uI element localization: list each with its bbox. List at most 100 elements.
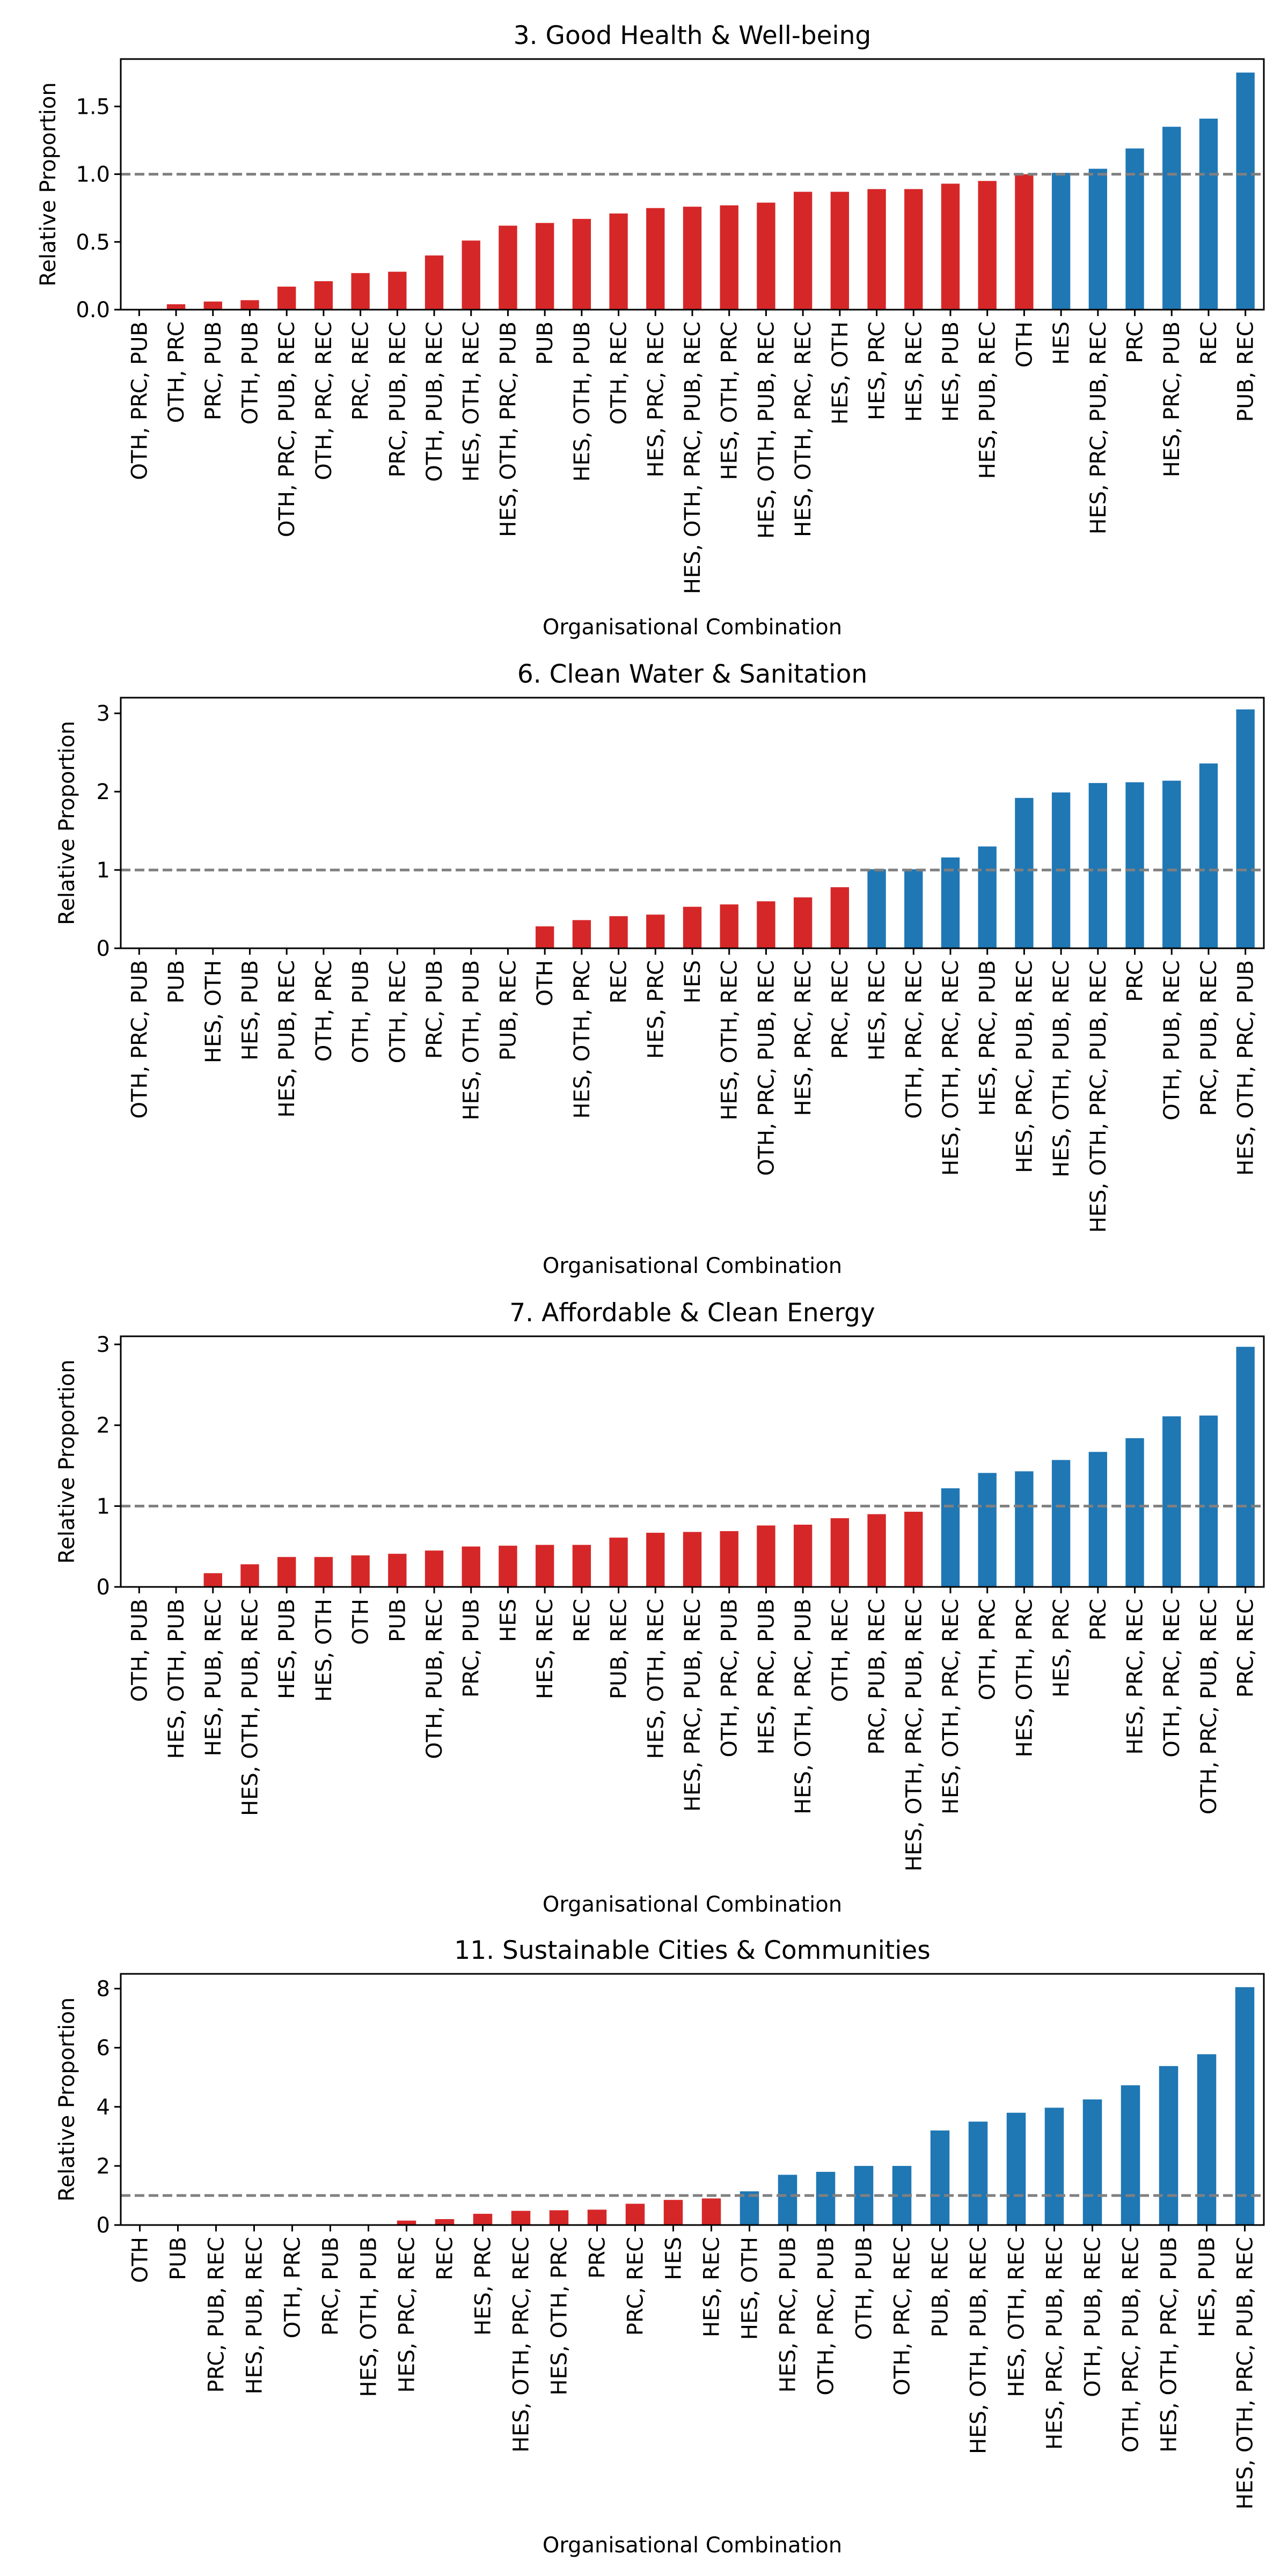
bar <box>240 300 259 310</box>
bar <box>166 304 186 310</box>
bar <box>757 1525 775 1587</box>
x-tick-label: HES, OTH, PUB <box>570 321 595 481</box>
y-tick-label: 8 <box>97 1977 110 2002</box>
y-tick-label: 0 <box>97 1575 110 1600</box>
x-tick-label: OTH, PRC <box>281 2237 305 2338</box>
x-tick-label: HES, PUB, REC <box>201 1599 226 1756</box>
bar <box>1125 1438 1144 1587</box>
bar <box>535 1545 554 1587</box>
bar <box>793 192 813 310</box>
x-tick-label: PRC <box>1123 960 1148 1002</box>
bar <box>1044 2107 1064 2225</box>
bar <box>904 189 923 310</box>
x-tick-label: HES, PUB <box>1195 2237 1220 2337</box>
x-tick-label: PUB <box>533 321 558 365</box>
bar <box>572 920 591 948</box>
x-tick-label: HES <box>496 1599 521 1642</box>
x-tick-label: HES, OTH, PUB <box>164 1599 189 1759</box>
bar <box>499 225 517 310</box>
x-tick-label: OTH <box>1012 321 1037 368</box>
x-axis-label: Organisational Combination <box>543 2533 842 2558</box>
x-tick-label: HES, PUB, REC <box>243 2237 267 2394</box>
x-tick-label: PRC, PUB, REC <box>204 2237 229 2393</box>
bar <box>388 1554 407 1587</box>
chart-panel-2: 6. Clean Water & Sanitation 0 1 2 3 OTH, PRC,… <box>55 660 1265 1278</box>
x-tick-label: HES, OTH, PRC, REC <box>939 960 963 1176</box>
bar <box>609 213 628 310</box>
bar <box>701 2198 721 2225</box>
bar <box>793 1525 813 1587</box>
bar <box>388 272 407 310</box>
bar <box>572 1545 591 1587</box>
x-tick-label: HES, PRC, REC <box>395 2237 420 2392</box>
x-tick-label: OTH <box>128 2237 153 2283</box>
x-tick-label: HES, PRC, PUB, REC <box>1012 960 1037 1173</box>
x-tick-label: HES, PRC <box>865 321 890 420</box>
x-tick-label: OTH <box>349 1599 374 1645</box>
bar <box>314 281 333 310</box>
x-tick-label: OTH, REC <box>828 1599 853 1702</box>
bar <box>1236 1346 1255 1587</box>
bar <box>609 1538 628 1587</box>
x-tick-label: OTH, REC <box>385 960 410 1063</box>
y-tick-label: 0 <box>97 936 110 961</box>
x-tick-label: REC <box>607 960 632 1004</box>
bar <box>1197 2054 1217 2225</box>
chart-title: 7. Affordable & Clean Energy <box>509 1298 875 1328</box>
bar <box>535 223 554 310</box>
bar <box>978 181 997 310</box>
bar <box>1015 174 1034 310</box>
bar <box>1088 1452 1107 1587</box>
x-tick-label: HES, OTH, PRC, PUB, REC <box>680 321 705 594</box>
x-tick-label: HES, REC <box>700 2237 724 2337</box>
x-tick-label: HES, PRC, PUB, REC <box>1086 321 1111 535</box>
y-tick-label: 1 <box>97 858 110 883</box>
x-tick-label: HES, PUB, REC <box>976 321 1000 479</box>
bar <box>1015 797 1034 948</box>
bar <box>277 1557 296 1587</box>
x-tick-label: HES, OTH, PRC, REC <box>509 2237 534 2453</box>
bar <box>625 2204 645 2225</box>
x-tick-label: OTH, PRC, REC <box>312 321 336 480</box>
bar <box>867 1514 886 1587</box>
x-tick-label: OTH, PRC, PUB, REC <box>754 960 779 1176</box>
x-tick-label: OTH, PUB <box>349 960 374 1063</box>
chart-title: 3. Good Health & Well-being <box>514 21 872 50</box>
bar <box>978 846 997 948</box>
bar <box>435 2219 455 2225</box>
bar <box>830 1518 850 1587</box>
bar <box>1199 119 1218 310</box>
x-tick-label: HES, PRC, REC <box>643 321 668 477</box>
bar <box>314 1557 333 1587</box>
chart-panel-3: 7. Affordable & Clean Energy 0 1 2 3 OTH, PUB… <box>55 1298 1265 1917</box>
x-tick-label: HES, PRC, REC <box>791 960 816 1116</box>
x-tick-label: PRC, PUB, REC <box>865 1599 890 1755</box>
bar <box>930 2130 950 2225</box>
bar <box>720 1531 738 1587</box>
x-tick-label: HES, PUB <box>275 1599 299 1699</box>
bar <box>609 916 628 948</box>
bar <box>663 2200 683 2225</box>
bar <box>587 2209 607 2225</box>
x-tick-label: HES, PRC, PUB <box>976 960 1000 1116</box>
bar <box>473 2214 493 2225</box>
x-tick-label: HES, OTH, PRC, PUB <box>1234 960 1258 1176</box>
bar <box>830 192 850 310</box>
y-tick-label: 3 <box>97 701 110 726</box>
x-tick-label: HES, OTH, REC <box>643 1599 668 1759</box>
x-tick-label: OTH, PUB <box>238 321 262 425</box>
bar <box>1088 169 1107 310</box>
bar <box>425 255 444 310</box>
x-tick-label: HES, OTH, PRC, PUB <box>1157 2237 1182 2453</box>
x-tick-label: HES, REC <box>902 321 926 422</box>
plot-frame <box>120 1973 1265 2226</box>
x-tick-label: PRC, PUB, REC <box>1197 960 1221 1116</box>
x-tick-label: HES, OTH, PUB, REC <box>754 321 779 539</box>
x-tick-label: HES, OTH <box>312 1599 336 1702</box>
x-tick-label: OTH, PRC, REC <box>1160 1599 1184 1758</box>
x-tick-label: PRC, REC <box>624 2237 648 2336</box>
x-tick-label: OTH, PRC, PUB <box>718 1599 742 1758</box>
x-tick-label: HES, PUB <box>238 960 262 1060</box>
bar <box>240 1564 259 1587</box>
x-tick-label: OTH, PRC, PUB, REC <box>275 321 299 537</box>
